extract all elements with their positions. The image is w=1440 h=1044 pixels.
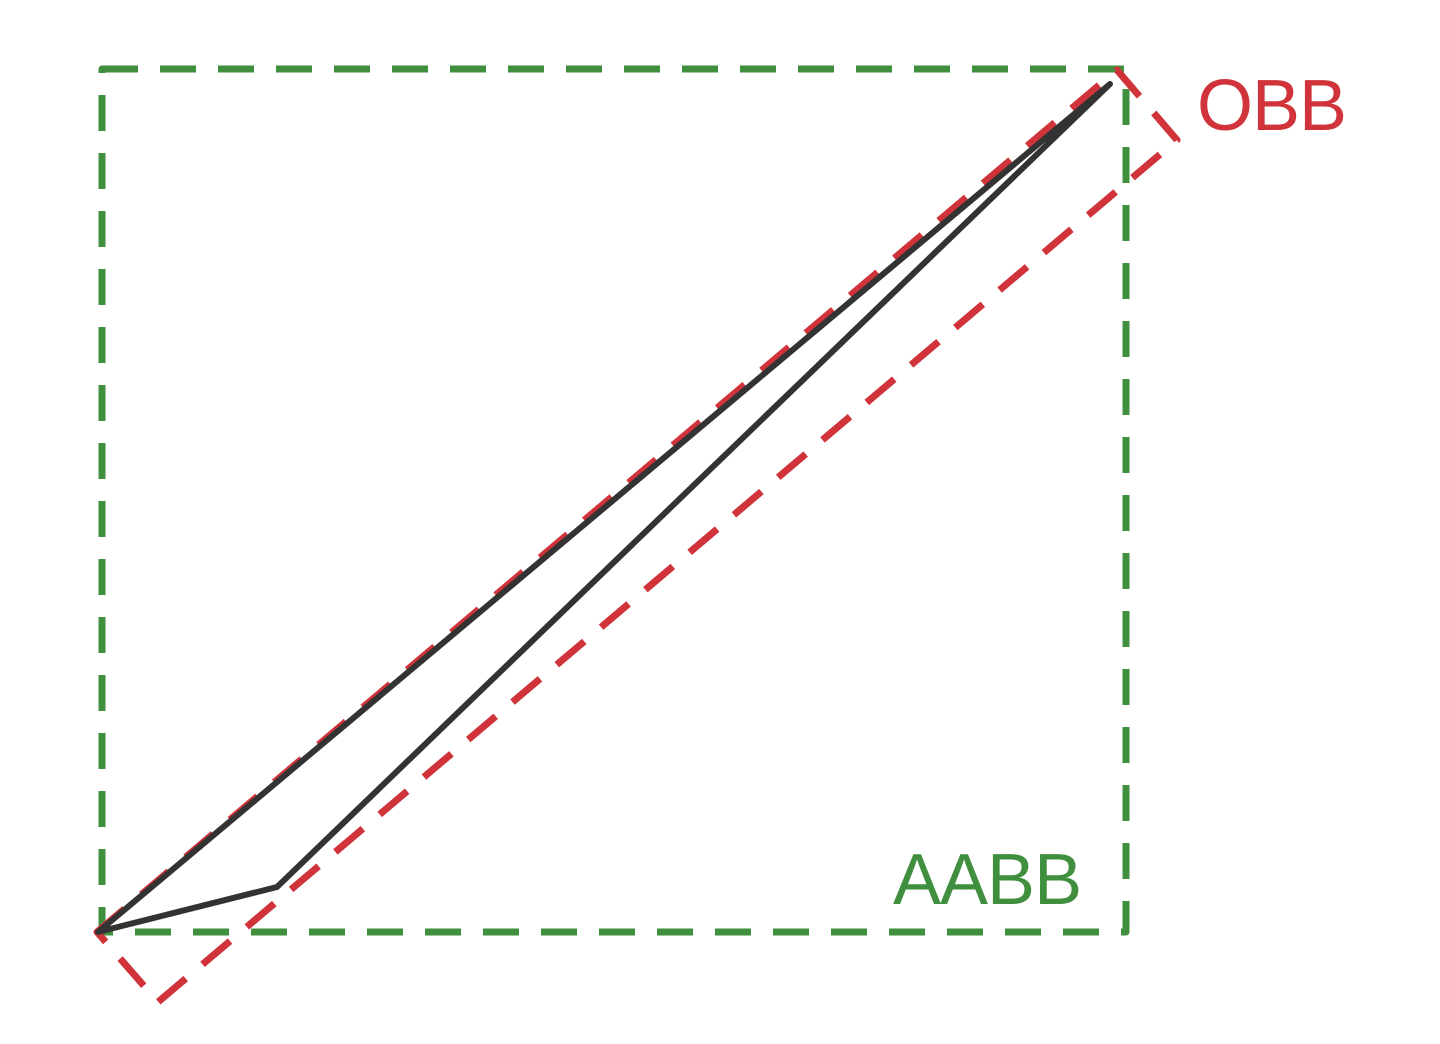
obb-box [93, 66, 1181, 1006]
enclosed-shape [95, 81, 1113, 935]
aabb-box [98, 65, 1130, 936]
aabb-label: AABB [893, 840, 1081, 920]
obb-label: OBB [1197, 66, 1346, 146]
